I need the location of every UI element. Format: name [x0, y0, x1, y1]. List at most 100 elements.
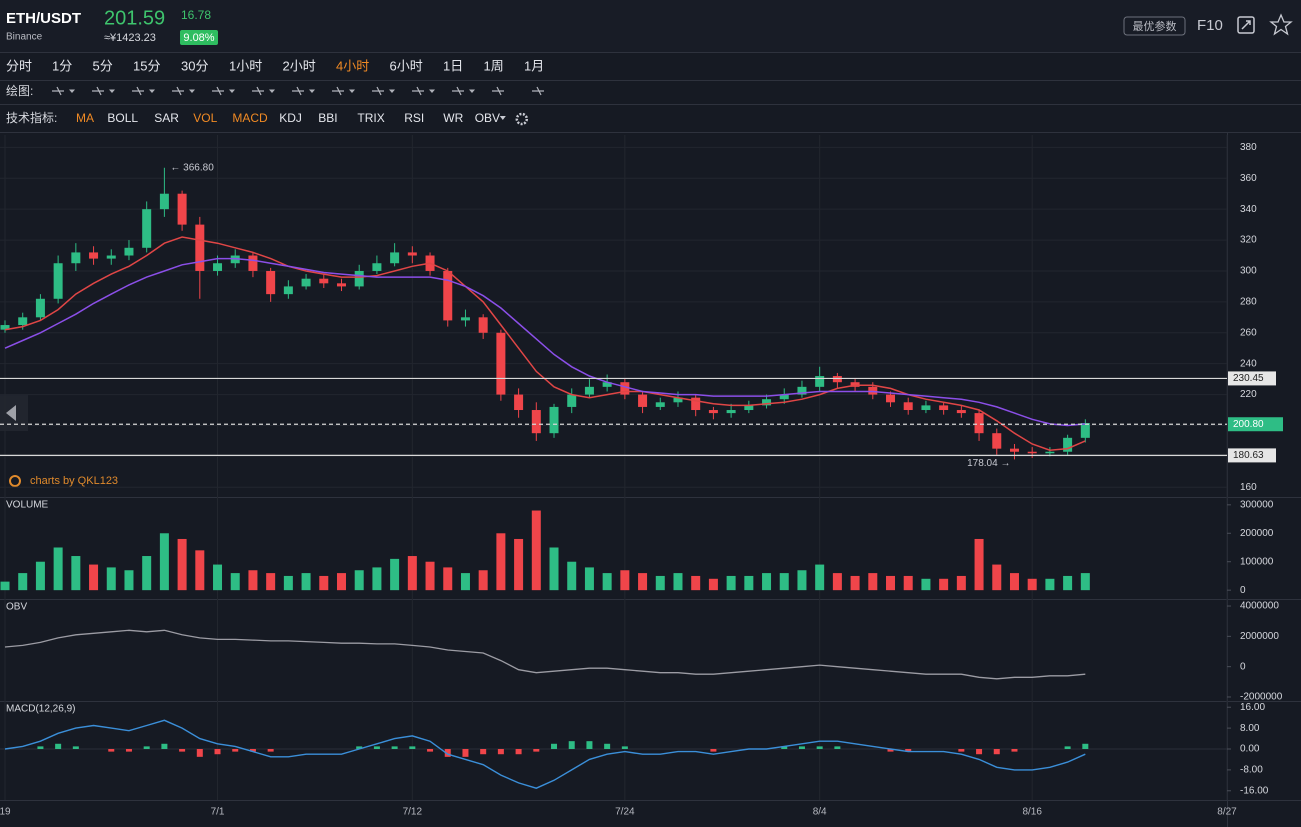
draw-tool-caret[interactable]: [69, 89, 75, 94]
candle-body: [478, 317, 488, 333]
draw-tool[interactable]: [492, 86, 504, 96]
indicator-button[interactable]: SAR: [154, 111, 179, 125]
draw-tool[interactable]: [212, 86, 224, 96]
timeframe-button[interactable]: 分时: [6, 58, 32, 73]
draw-tool-caret[interactable]: [109, 89, 115, 94]
f10-button[interactable]: F10: [1197, 17, 1223, 34]
candle-body: [496, 332, 506, 395]
indicator-button[interactable]: MA: [76, 111, 94, 125]
timeframe-button[interactable]: 1月: [524, 58, 544, 73]
draw-tool-caret[interactable]: [149, 89, 155, 94]
volume-bar: [301, 573, 311, 591]
volume-bar: [974, 538, 984, 591]
timeframe-button[interactable]: 1小时: [229, 58, 262, 73]
draw-tools: [52, 86, 544, 96]
candle-body: [390, 252, 400, 264]
volume-bar: [177, 538, 187, 591]
draw-tool[interactable]: [532, 86, 544, 96]
volume-bar: [992, 564, 1002, 591]
indicator-button[interactable]: OBV: [475, 111, 500, 125]
favorite-icon[interactable]: [1269, 13, 1293, 36]
volume-bar: [0, 581, 10, 591]
timeframe-button[interactable]: 4小时: [336, 58, 369, 73]
param-button[interactable]: [1123, 16, 1186, 36]
draw-tool-caret[interactable]: [309, 89, 315, 94]
timeframe-button[interactable]: 1日: [443, 58, 463, 73]
dropdown-caret[interactable]: [499, 116, 506, 120]
candle-body: [832, 376, 842, 383]
macd-histogram: [976, 749, 983, 755]
indicator-button[interactable]: TRIX: [357, 111, 384, 125]
indicator-button[interactable]: RSI: [404, 111, 424, 125]
draw-tool-caret[interactable]: [189, 89, 195, 94]
macd-histogram: [621, 746, 628, 749]
macd-histogram: [497, 749, 504, 755]
candle-body: [213, 263, 223, 271]
volume-bar: [850, 575, 860, 591]
cny-price: ≈¥1423.23: [104, 32, 156, 44]
candle-body: [797, 386, 807, 395]
volume-bar: [106, 567, 116, 591]
x-tick-label: 7/12: [403, 807, 423, 818]
draw-tool[interactable]: [292, 86, 304, 96]
param-button-label[interactable]: 最优参数: [1133, 19, 1177, 33]
timeframe-button[interactable]: 30分: [181, 58, 208, 73]
indicator-button[interactable]: MACD: [232, 111, 268, 125]
draw-tool[interactable]: [52, 86, 64, 96]
fullscreen-icon[interactable]: [1237, 16, 1255, 34]
draw-tool[interactable]: [412, 86, 424, 96]
draw-tool-caret[interactable]: [229, 89, 235, 94]
draw-tool[interactable]: [132, 86, 144, 96]
macd-histogram: [533, 749, 540, 752]
timeframe-button[interactable]: 5分: [93, 58, 113, 73]
candle-body: [903, 402, 913, 411]
candle-body: [655, 402, 665, 407]
y-tick-label: 200000: [1240, 528, 1274, 539]
draw-tool-caret[interactable]: [269, 89, 275, 94]
x-tick-label: 8/4: [813, 807, 827, 818]
volume-bar: [213, 564, 223, 591]
candle-body: [301, 278, 311, 287]
timeframe-button[interactable]: 2小时: [283, 58, 316, 73]
x-tick-label: 7/1: [211, 807, 225, 818]
indicator-button[interactable]: WR: [443, 111, 463, 125]
panel-title: MACD(12,26,9): [6, 704, 75, 715]
settings-icon[interactable]: [515, 112, 529, 126]
indicator-button[interactable]: BOLL: [107, 111, 138, 125]
y-tick-label: 340: [1240, 204, 1257, 215]
candle-body: [443, 270, 453, 321]
draw-tool-caret[interactable]: [389, 89, 395, 94]
candle-body: [886, 394, 896, 403]
volume-bar: [407, 556, 417, 591]
draw-tool[interactable]: [252, 86, 264, 96]
price-line-label: 200.80: [1233, 419, 1264, 430]
volume-bar: [53, 547, 63, 591]
draw-tool-caret[interactable]: [429, 89, 435, 94]
volume-bar: [195, 550, 205, 591]
timeframe-button[interactable]: 1周: [484, 58, 504, 73]
watermark: charts by QKL123: [30, 475, 118, 487]
draw-tool[interactable]: [372, 86, 384, 96]
macd-histogram: [267, 749, 274, 752]
indicator-button[interactable]: KDJ: [279, 111, 302, 125]
macd-histogram: [409, 746, 416, 749]
draw-tool[interactable]: [92, 86, 104, 96]
timeframe-button[interactable]: 6小时: [390, 58, 423, 73]
exchange: Binance: [6, 32, 43, 43]
draw-tool[interactable]: [172, 86, 184, 96]
macd-histogram: [232, 749, 239, 752]
timeframe-button[interactable]: 1分: [52, 58, 72, 73]
indicator-button[interactable]: BBI: [318, 111, 337, 125]
volume-bar: [655, 575, 665, 591]
macd-histogram: [55, 743, 62, 749]
scroll-left[interactable]: [6, 405, 16, 421]
timeframe-button[interactable]: 15分: [133, 58, 160, 73]
draw-tool[interactable]: [452, 86, 464, 96]
candle-body: [283, 286, 293, 295]
indicator-button[interactable]: VOL: [193, 111, 217, 125]
volume-bar: [939, 578, 949, 591]
draw-tool-caret[interactable]: [349, 89, 355, 94]
draw-tool-caret[interactable]: [469, 89, 475, 94]
volume-bar: [744, 575, 754, 591]
draw-tool[interactable]: [332, 86, 344, 96]
